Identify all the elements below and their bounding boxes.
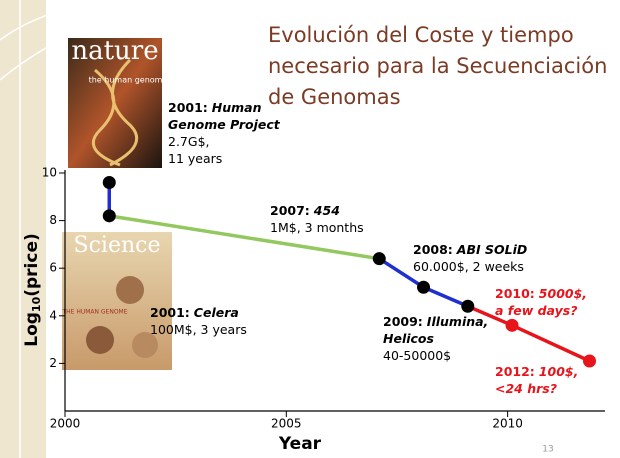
- annotation-year: 2001:: [150, 305, 190, 320]
- annotation-year: 2010:: [495, 286, 535, 301]
- x-tick-label: 2005: [271, 417, 302, 431]
- cover-title: Science: [74, 233, 161, 258]
- annotation-line: 2008: ABI SOLiD: [413, 241, 527, 258]
- cover-subtitle: the human genome: [89, 76, 168, 85]
- title-line: Evolución del Coste y tiempo: [268, 23, 574, 47]
- data-point: [102, 209, 116, 223]
- dna-helix: [91, 58, 139, 167]
- y-tick-label: 2: [49, 356, 57, 370]
- annotation-detail: 11 years: [168, 151, 223, 166]
- annotation-name: Genome Project: [168, 117, 280, 132]
- annotation-line: 2009: Illumina,: [383, 313, 488, 330]
- annotation-year: 2001:: [168, 100, 208, 115]
- annotation: 2009: Illumina, Helicos 40-50000$: [383, 313, 488, 364]
- annotation-name: <24 hrs?: [495, 381, 557, 396]
- data-point: [102, 176, 116, 190]
- cover-title: nature: [71, 36, 158, 66]
- annotation: 2001: Human Genome Project 2.7G$, 11 years: [168, 99, 280, 167]
- annotation-name: Celera: [193, 305, 239, 320]
- annotation: 2012: 100$, <24 hrs?: [495, 363, 578, 397]
- annotation-line: 2010: 5000$,: [495, 285, 587, 302]
- annotation-line: 2012: 100$,: [495, 363, 578, 380]
- annotation: 2008: ABI SOLiD 60.000$, 2 weeks: [413, 241, 527, 275]
- annotation-name: Human: [211, 100, 262, 115]
- annotation-year: 2012:: [495, 364, 535, 379]
- data-point: [583, 354, 597, 368]
- annotation-year: 2009:: [383, 314, 423, 329]
- x-tick-label: 2010: [492, 417, 523, 431]
- y-axis-label-rest: (price): [22, 233, 42, 297]
- x-axis-label: Year: [278, 434, 322, 454]
- annotation-detail: 100M$, 3 years: [150, 322, 247, 337]
- y-tick-label: 6: [49, 261, 57, 275]
- annotation-name: Helicos: [383, 331, 434, 346]
- data-point: [461, 299, 475, 313]
- y-tick-label: 8: [49, 213, 57, 227]
- y-axis-label: Log10(price): [22, 233, 43, 347]
- annotation-name: a few days?: [495, 303, 578, 318]
- slide-number: 13: [542, 445, 553, 455]
- title-line: necesario para la Secuenciación: [268, 54, 608, 78]
- y-tick-label: 10: [42, 166, 57, 180]
- line-segment: [422, 285, 469, 308]
- annotation-line: 2001: Human: [168, 99, 280, 116]
- annotation: 2001: Celera 100M$, 3 years: [150, 304, 247, 338]
- annotation-line: 2001: Celera: [150, 304, 247, 321]
- line-segment: [108, 214, 380, 261]
- y-axis-label-base: Log: [22, 312, 42, 347]
- annotation-detail: 60.000$, 2 weeks: [413, 259, 524, 274]
- line-segment: [378, 257, 425, 289]
- cover-face: [86, 326, 114, 354]
- annotation-line: 2007: 454: [270, 202, 364, 219]
- annotation: 2010: 5000$, a few days?: [495, 285, 587, 319]
- annotation-year: 2008:: [413, 242, 453, 257]
- annotation-year: 2007:: [270, 203, 310, 218]
- annotation-name: 100$,: [538, 364, 579, 379]
- data-point: [505, 318, 519, 332]
- annotation-name: 5000$,: [538, 286, 588, 301]
- line-segment: [511, 323, 591, 363]
- side-decoration: [0, 0, 161, 458]
- y-axis-label-sub: 10: [30, 296, 43, 312]
- annotation-name: Illumina,: [426, 314, 489, 329]
- side-band: [0, 0, 46, 458]
- annotation-name: 454: [313, 203, 340, 218]
- annotation: 2007: 454 1M$, 3 months: [270, 202, 364, 236]
- cover-subtitle: THE HUMAN GENOME: [61, 309, 127, 316]
- title-line: de Genomas: [268, 85, 401, 109]
- y-tick-label: 4: [49, 308, 57, 322]
- annotation-detail: 40-50000$: [383, 348, 452, 363]
- line-segment: [467, 304, 513, 327]
- title: Evolución del Coste y tiempo necesario pa…: [268, 20, 607, 113]
- annotation-name: ABI SOLiD: [456, 242, 528, 257]
- data-point: [417, 280, 431, 294]
- annotation-detail: 1M$, 3 months: [270, 220, 364, 235]
- data-point: [372, 252, 386, 266]
- cover-face: [132, 332, 158, 358]
- x-tick-label: 2000: [50, 417, 81, 431]
- cover-face: [116, 276, 144, 304]
- annotation-detail: 2.7G$,: [168, 134, 210, 149]
